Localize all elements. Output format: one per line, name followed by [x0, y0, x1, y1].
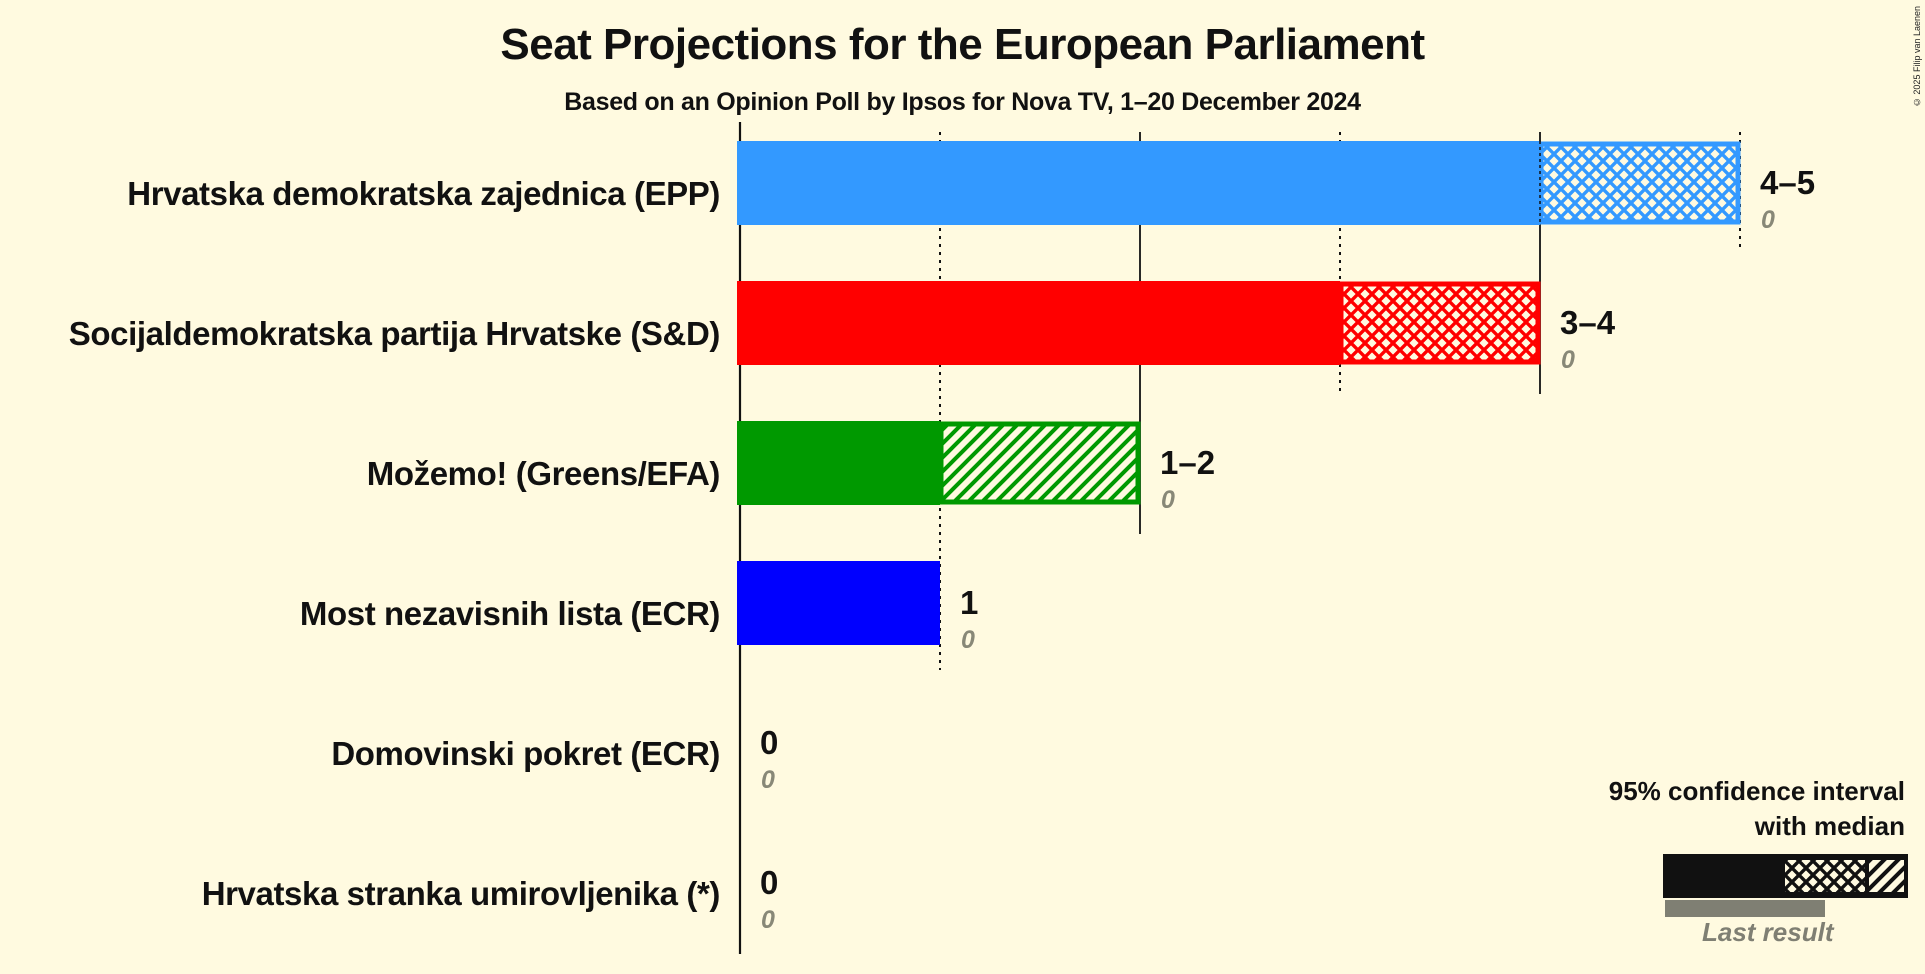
- bar-sdp-solid: [737, 281, 1340, 365]
- party-label-most: Most nezavisnih lista (ECR): [299, 595, 721, 632]
- legend-title-line2: with median: [1754, 811, 1905, 841]
- last-result-most: 0: [961, 626, 975, 654]
- range-label-sdp: 3–4: [1560, 304, 1616, 341]
- bar-mozemo-ci: [938, 421, 1141, 505]
- party-label-dp: Domovinski pokret (ECR): [331, 735, 720, 772]
- legend-last-result-bar: [1665, 900, 1825, 917]
- bar-hdz-ci: [1538, 141, 1741, 225]
- last-result-dp: 0: [761, 766, 775, 794]
- party-label-mozemo: Možemo! (Greens/EFA): [366, 455, 721, 492]
- chart-subtitle: Based on an Opinion Poll by Ipsos for No…: [564, 88, 1361, 116]
- last-result-mozemo: 0: [1161, 486, 1175, 514]
- bar-sdp: [737, 281, 1541, 365]
- last-result-hdz: 0: [1761, 206, 1775, 234]
- bar-mozemo-solid: [737, 421, 940, 505]
- legend-title: 95% confidence interval with median: [1609, 774, 1905, 844]
- bar-sdp-ci: [1338, 281, 1541, 365]
- bar-most: [737, 561, 940, 645]
- legend-title-line1: 95% confidence interval: [1608, 776, 1905, 806]
- legend-swatch: [1663, 854, 1908, 917]
- party-label-hsu: Hrvatska stranka umirovljenika (*): [201, 875, 721, 912]
- range-label-dp: 0: [760, 724, 779, 761]
- party-label-hdz: Hrvatska demokratska zajednica (EPP): [127, 175, 720, 212]
- legend-diagonal: [1869, 860, 1904, 892]
- chart-title: Seat Projections for the European Parlia…: [500, 20, 1425, 69]
- bar-hdz-solid: [737, 141, 1540, 225]
- party-label-sdp: Socijaldemokratska partija Hrvatske (S&D…: [68, 315, 721, 352]
- range-label-most: 1: [960, 584, 979, 621]
- range-label-hsu: 0: [760, 864, 779, 901]
- bar-mozemo: [737, 421, 1141, 505]
- last-result-hsu: 0: [761, 906, 775, 934]
- range-label-mozemo: 1–2: [1160, 444, 1216, 481]
- gridlines: [738, 122, 1741, 954]
- legend-last-result-label: Last result: [1702, 917, 1834, 947]
- range-label-hdz: 4–5: [1760, 164, 1816, 201]
- bar-hdz: [737, 141, 1741, 225]
- legend-crosshatch: [1785, 860, 1865, 892]
- last-result-sdp: 0: [1561, 346, 1575, 374]
- bar-most-solid: [737, 561, 940, 645]
